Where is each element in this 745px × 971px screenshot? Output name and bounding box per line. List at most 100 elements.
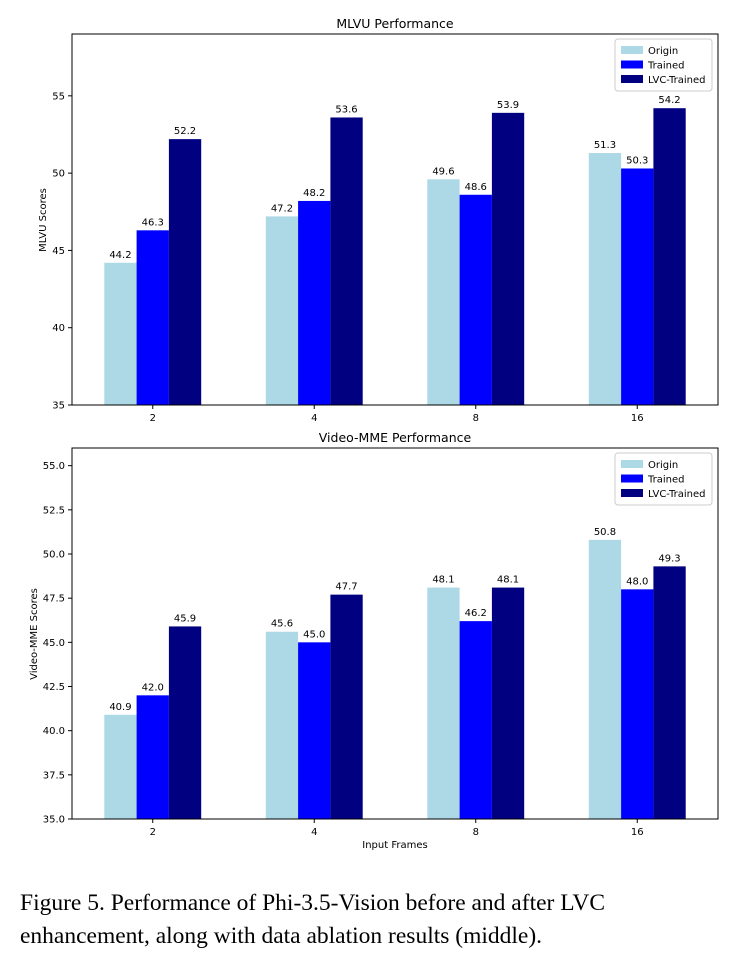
videomme-data-label: 45.6 — [271, 619, 293, 630]
mlvu-y-tick-label: 45 — [52, 246, 65, 257]
videomme-y-tick-label: 50.0 — [43, 550, 65, 561]
mlvu-chart: MLVU Performance MLVU Scores 3540455055 … — [38, 16, 719, 424]
mlvu-bar-trained — [136, 230, 169, 405]
videomme-data-labels: 40.9 45.6 48.1 50.8 42.0 45.0 46.2 48.0 45.9 47.7… — [109, 527, 680, 713]
mlvu-bar-origin — [104, 262, 137, 405]
mlvu-data-label: 44.2 — [109, 250, 131, 261]
videomme-bar-origin — [265, 631, 299, 819]
videomme-x-tick-label: 2 — [150, 827, 156, 838]
videomme-legend-label: LVC-Trained — [648, 489, 705, 500]
mlvu-bar-origin — [265, 216, 299, 405]
videomme-bar-lvc-trained — [491, 587, 525, 819]
videomme-data-label: 50.8 — [594, 527, 616, 538]
mlvu-data-label: 54.2 — [658, 95, 680, 106]
videomme-data-label: 47.7 — [335, 582, 357, 593]
mlvu-legend: Origin Trained LVC-Trained — [614, 38, 713, 92]
videomme-data-label: 49.3 — [658, 553, 680, 564]
mlvu-y-tick-label: 35 — [52, 401, 65, 412]
mlvu-legend-swatch — [621, 60, 643, 69]
videomme-y-tick-label: 37.5 — [43, 770, 65, 781]
mlvu-data-labels: 44.2 47.2 49.6 51.3 46.3 48.2 48.6 50.3 52.2 53.6… — [109, 95, 680, 261]
videomme-data-label: 45.0 — [303, 629, 325, 640]
mlvu-legend-swatch — [621, 75, 643, 83]
figure-canvas: MLVU Performance MLVU Scores 3540455055 … — [29, 16, 719, 851]
videomme-chart-title: Video-MME Performance — [319, 430, 472, 445]
videomme-legend-swatch — [621, 460, 643, 468]
videomme-bar-origin — [427, 587, 460, 819]
videomme-legend-swatch — [621, 474, 643, 483]
videomme-bar-trained — [459, 621, 492, 819]
mlvu-data-label: 53.6 — [335, 104, 357, 115]
mlvu-bar-trained — [298, 200, 331, 405]
mlvu-x-tick-label: 4 — [311, 413, 317, 424]
mlvu-bars — [104, 108, 686, 406]
videomme-x-tick-label: 4 — [311, 827, 317, 838]
videomme-x-axis-label: Input Frames — [362, 840, 427, 851]
videomme-data-label: 42.0 — [142, 682, 164, 693]
videomme-data-label: 40.9 — [109, 702, 131, 713]
videomme-y-axis-label: Video-MME Scores — [29, 588, 40, 680]
videomme-bars — [104, 539, 686, 819]
videomme-bar-trained — [621, 589, 654, 819]
mlvu-plot-frame — [71, 33, 719, 406]
videomme-legend-label: Origin — [648, 460, 678, 471]
videomme-y-tick-label: 40.0 — [43, 726, 65, 737]
mlvu-y-ticks: 35 40 45 50 55 — [52, 91, 72, 412]
videomme-data-label: 48.1 — [497, 575, 519, 586]
videomme-bar-origin — [588, 539, 622, 819]
videomme-legend: Origin Trained LVC-Trained — [614, 452, 713, 506]
videomme-bar-trained — [136, 695, 169, 819]
videomme-y-tick-label: 42.5 — [43, 682, 65, 693]
mlvu-data-label: 53.9 — [497, 100, 519, 111]
videomme-y-tick-label: 55.0 — [43, 461, 65, 472]
mlvu-x-ticks: 2 4 8 16 — [150, 405, 644, 424]
videomme-y-ticks: 35.0 37.5 40.0 42.5 45.0 47.5 50.0 52.5 55.0 — [43, 461, 72, 826]
mlvu-data-label: 52.2 — [174, 126, 196, 137]
mlvu-bar-trained — [621, 168, 654, 405]
mlvu-bar-lvc-trained — [491, 112, 525, 406]
mlvu-legend-swatch — [621, 46, 643, 54]
mlvu-y-tick-label: 55 — [52, 91, 65, 102]
mlvu-x-tick-label: 2 — [150, 413, 156, 424]
videomme-data-label: 46.2 — [465, 608, 487, 619]
mlvu-x-tick-label: 8 — [473, 413, 479, 424]
mlvu-y-axis-label: MLVU Scores — [38, 188, 49, 252]
videomme-plot-frame — [71, 447, 719, 820]
videomme-legend-label: Trained — [647, 475, 685, 486]
mlvu-chart-title: MLVU Performance — [336, 16, 454, 31]
videomme-x-tick-label: 16 — [631, 827, 644, 838]
mlvu-data-label: 50.3 — [626, 155, 648, 166]
mlvu-bar-origin — [427, 179, 460, 405]
mlvu-bar-trained — [459, 194, 492, 405]
mlvu-data-label: 49.6 — [432, 166, 454, 177]
mlvu-bar-origin — [588, 153, 622, 405]
videomme-y-tick-label: 45.0 — [43, 638, 65, 649]
videomme-bar-lvc-trained — [653, 566, 686, 819]
mlvu-bar-lvc-trained — [330, 117, 363, 405]
videomme-bar-trained — [298, 642, 331, 819]
mlvu-data-label: 48.6 — [465, 182, 487, 193]
mlvu-data-label: 48.2 — [303, 188, 325, 199]
videomme-data-label: 48.0 — [626, 576, 648, 587]
videomme-y-tick-label: 52.5 — [43, 505, 65, 516]
figure-caption: Figure 5. Performance of Phi-3.5-Vision … — [20, 890, 606, 949]
mlvu-legend-label: LVC-Trained — [648, 75, 705, 86]
videomme-x-ticks: 2 4 8 16 — [150, 819, 644, 838]
videomme-chart: Video-MME Performance Video-MME Scores 3… — [29, 430, 719, 851]
videomme-legend-swatch — [621, 489, 643, 497]
videomme-data-label: 48.1 — [432, 575, 454, 586]
videomme-data-label: 45.9 — [174, 613, 196, 624]
videomme-y-tick-label: 35.0 — [43, 815, 65, 826]
mlvu-bar-lvc-trained — [653, 108, 686, 405]
videomme-bar-lvc-trained — [330, 594, 363, 819]
mlvu-legend-label: Trained — [647, 61, 685, 72]
mlvu-data-label: 47.2 — [271, 203, 293, 214]
mlvu-y-tick-label: 50 — [52, 169, 65, 180]
mlvu-data-label: 51.3 — [594, 140, 616, 151]
videomme-y-tick-label: 47.5 — [43, 594, 65, 605]
mlvu-legend-label: Origin — [648, 46, 678, 57]
videomme-bar-lvc-trained — [168, 626, 202, 819]
mlvu-bar-lvc-trained — [168, 139, 202, 405]
mlvu-data-label: 46.3 — [142, 217, 164, 228]
mlvu-x-tick-label: 16 — [631, 413, 644, 424]
